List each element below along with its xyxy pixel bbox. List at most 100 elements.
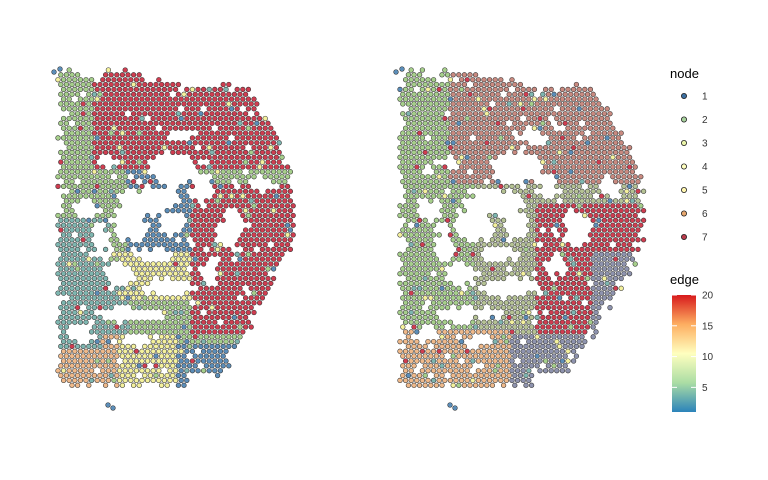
spot-point (523, 188, 529, 194)
spot-point (105, 348, 112, 354)
spot-point (192, 295, 198, 301)
spot-point (419, 106, 426, 112)
spot-point (242, 227, 249, 233)
spot-point (195, 329, 201, 335)
spot-point (91, 101, 98, 107)
spot-point (570, 115, 577, 122)
spot-point (453, 125, 459, 131)
spot-point (540, 198, 546, 204)
spot-point (484, 372, 490, 379)
spot-point (69, 130, 75, 136)
spot-point (397, 164, 403, 170)
spot-point (526, 300, 532, 306)
spot-point (601, 159, 608, 165)
spot-point (94, 203, 100, 209)
spot-point (186, 363, 193, 369)
spot-point (456, 295, 462, 301)
spot-point (478, 304, 484, 311)
spot-point (122, 348, 128, 354)
spot-point (175, 343, 182, 350)
spot-point (116, 96, 123, 102)
spot-point (80, 295, 86, 301)
spot-point (66, 338, 72, 345)
spot-point (604, 290, 610, 296)
spot-point (498, 125, 504, 131)
spot-point (584, 246, 591, 253)
spot-point (58, 343, 64, 350)
spot-point (119, 159, 126, 165)
spot-point (100, 319, 106, 325)
spot-point (153, 343, 159, 350)
spot-point (568, 334, 574, 340)
spot-point (470, 174, 476, 180)
spot-point (91, 353, 98, 359)
spot-point (254, 256, 260, 262)
spot-point (63, 275, 70, 282)
spot-point (400, 169, 406, 175)
spot-point (156, 86, 162, 93)
spot-point (453, 377, 459, 384)
spot-point (237, 266, 243, 272)
spot-point (498, 368, 504, 374)
spot-point (217, 241, 224, 248)
spot-point (610, 232, 616, 238)
spot-point (425, 280, 431, 287)
spot-point (150, 271, 156, 277)
spot-point (489, 334, 496, 340)
spot-point (489, 130, 496, 136)
spot-point (72, 241, 78, 248)
spot-point (144, 212, 151, 219)
spot-point (456, 256, 462, 262)
spot-point (610, 290, 616, 296)
spot-point (439, 188, 445, 194)
spot-point (512, 101, 518, 107)
spot-point (400, 266, 406, 272)
spot-point (270, 149, 277, 156)
spot-point (262, 135, 268, 141)
spot-point (142, 91, 148, 97)
spot-point (478, 246, 484, 253)
spot-point (86, 140, 92, 146)
spot-point (136, 91, 142, 97)
spot-point (184, 348, 190, 354)
spot-point (587, 144, 594, 151)
spot-point (562, 149, 568, 156)
spot-point (265, 169, 271, 175)
spot-point (192, 314, 198, 321)
spot-point (551, 101, 557, 107)
spot-point (111, 86, 117, 93)
spot-point (83, 290, 89, 296)
spot-point (425, 193, 431, 199)
spot-point (97, 111, 103, 117)
spot-point (559, 300, 566, 306)
spot-point (579, 334, 585, 340)
spot-point (66, 300, 72, 306)
spot-point (69, 101, 75, 107)
spot-point (192, 159, 198, 165)
spot-point (170, 246, 176, 253)
spot-point (517, 81, 524, 88)
spot-point (531, 290, 538, 296)
spot-point (419, 280, 426, 287)
spot-point (492, 183, 498, 190)
spot-point (217, 212, 224, 219)
spot-point (425, 241, 431, 248)
spot-point (531, 183, 538, 190)
spot-point (416, 72, 423, 78)
spot-point (568, 178, 574, 185)
spot-point (419, 368, 426, 374)
spot-point (223, 300, 229, 306)
spot-point (130, 304, 137, 311)
spot-point (60, 115, 67, 122)
spot-point (158, 382, 165, 388)
spot-point (447, 222, 454, 228)
spot-point (419, 77, 426, 83)
spot-point (91, 169, 98, 175)
spot-point (579, 140, 585, 146)
spot-point (486, 115, 493, 122)
spot-point (411, 343, 417, 350)
spot-point (195, 309, 201, 316)
spot-point (573, 334, 580, 340)
spot-point (206, 329, 212, 335)
spot-point (128, 125, 134, 131)
